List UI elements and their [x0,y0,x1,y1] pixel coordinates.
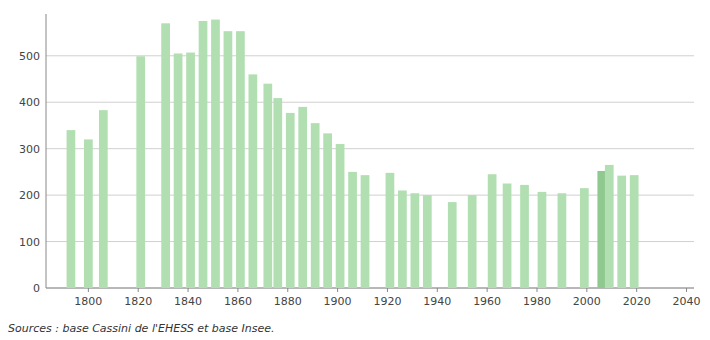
bar [423,195,432,288]
bar [448,202,457,288]
bar [263,84,272,288]
bar [323,133,332,288]
x-tick [437,288,438,292]
bar [186,53,195,288]
x-tick-label: 1840 [174,295,202,308]
y-tick-label: 0 [33,282,40,295]
bar [617,176,626,288]
x-tick [88,288,89,292]
bar [236,31,245,288]
grid-line [46,55,694,56]
x-tick-label: 1940 [423,295,451,308]
bar [597,171,606,288]
bar [84,139,93,288]
bar [249,74,258,288]
source-note: Sources : base Cassini de l'EHESS et bas… [8,322,274,335]
chart: 0 100 200 300 400 500 1800 1820 1840 1860 1880 1900… [0,0,710,340]
x-tick-label: 1820 [124,295,152,308]
bar [161,23,170,288]
bar [605,165,614,288]
x-tick [337,288,338,292]
bar [224,31,233,288]
y-tick-label: 400 [19,96,40,109]
y-tick-label: 500 [19,50,40,63]
x-tick-label: 1900 [324,295,352,308]
bar [411,193,420,288]
bars [67,20,639,288]
bar [67,130,76,288]
x-tick-label: 1880 [274,295,302,308]
y-axis-line [46,14,47,288]
x-tick-label: 1960 [473,295,501,308]
y-tick-label: 300 [19,143,40,156]
bar [174,53,183,288]
x-tick [237,288,238,292]
axes: 0 100 200 300 400 500 1800 1820 1840 1860 1880 1900… [19,14,701,308]
bar [211,20,220,288]
y-tick-label: 200 [19,189,40,202]
x-tick [387,288,388,292]
x-tick [138,288,139,292]
bar [488,174,497,288]
bar [336,144,345,288]
x-tick [487,288,488,292]
bar [311,123,320,288]
y-tick-label: 100 [19,236,40,249]
grid [46,56,694,288]
bar [398,190,407,288]
bar [468,195,477,288]
bar [520,185,529,288]
bar [558,193,567,288]
bar [630,175,639,288]
bar [503,184,512,288]
bar [136,56,145,288]
x-tick [686,288,687,292]
x-tick-label: 1800 [74,295,102,308]
x-tick [287,288,288,292]
x-tick [536,288,537,292]
x-tick [586,288,587,292]
bar [286,113,295,288]
x-tick-label: 2000 [573,295,601,308]
bar [298,107,307,288]
x-tick-label: 1980 [523,295,551,308]
x-tick-label: 2020 [623,295,651,308]
bar [538,192,547,288]
x-tick [188,288,189,292]
x-tick-label: 1920 [373,295,401,308]
x-tick-label: 1860 [224,295,252,308]
bar [199,21,208,288]
bar [580,188,589,288]
bar [361,175,370,288]
bar [348,172,357,288]
bar [273,98,282,288]
bar [386,173,395,288]
x-tick-label: 2040 [673,295,701,308]
x-tick [636,288,637,292]
bar [99,110,108,288]
